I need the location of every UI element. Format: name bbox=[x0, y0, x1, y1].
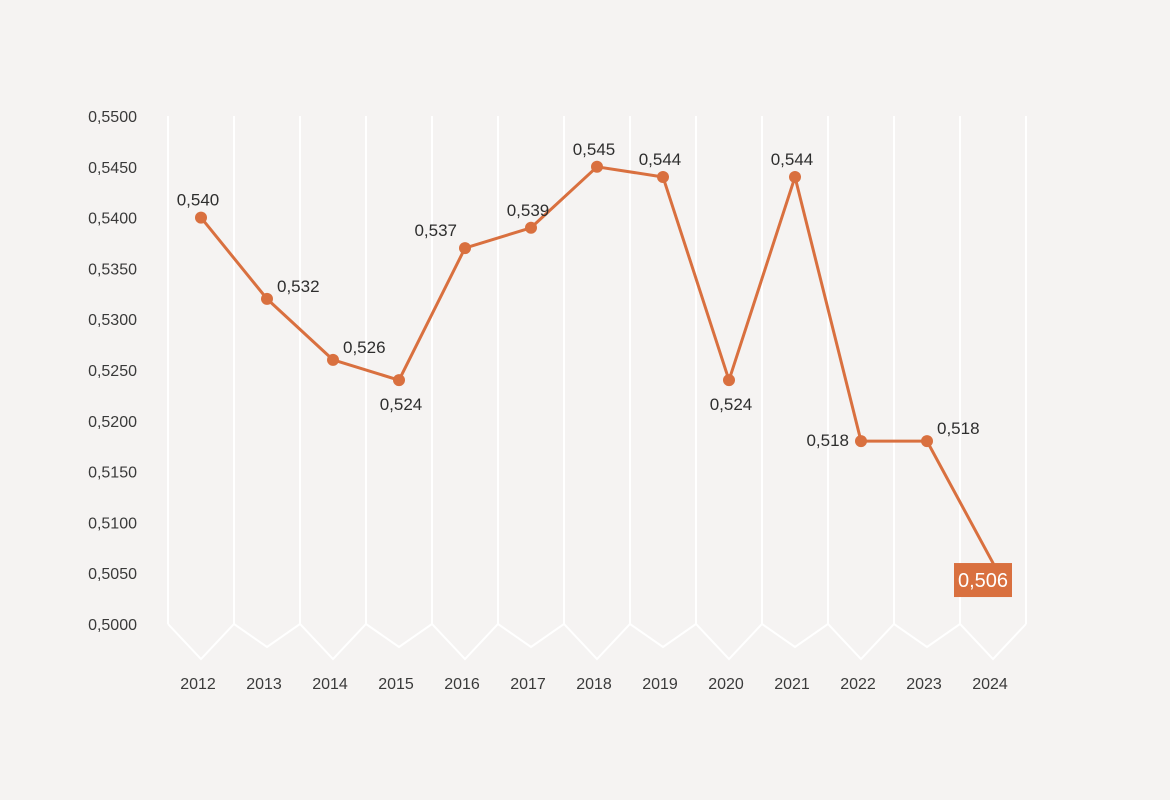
y-tick-label: 0,5500 bbox=[88, 109, 137, 126]
data-label: 0,524 bbox=[380, 395, 423, 414]
highlight-label-box bbox=[954, 563, 1012, 598]
highlight-data-label: 0,506 bbox=[958, 570, 1008, 592]
data-label: 0,539 bbox=[507, 201, 550, 220]
x-tick-label: 2016 bbox=[444, 676, 480, 693]
x-tick-label: 2021 bbox=[774, 676, 810, 693]
x-tick-label: 2013 bbox=[246, 676, 282, 693]
data-label: 0,537 bbox=[414, 221, 457, 240]
data-label: 0,544 bbox=[639, 150, 682, 169]
x-tick-label: 2022 bbox=[840, 676, 876, 693]
series-line bbox=[199, 165, 995, 565]
grid-layer bbox=[167, 116, 1027, 661]
x-tick-label: 2024 bbox=[972, 676, 1008, 693]
data-point bbox=[657, 170, 669, 183]
data-label: 0,518 bbox=[937, 419, 980, 438]
data-point bbox=[195, 211, 207, 224]
x-tick-label: 2020 bbox=[708, 676, 744, 693]
data-label: 0,518 bbox=[806, 431, 849, 450]
grid-zigzag bbox=[167, 622, 1027, 661]
y-tick-label: 0,5000 bbox=[88, 617, 137, 634]
data-label: 0,540 bbox=[177, 191, 220, 210]
data-point bbox=[855, 435, 867, 448]
y-tick-label: 0,5350 bbox=[88, 261, 137, 278]
x-axis: 2012 2013 2014 2015 2016 2017 2018 2019 2020 2021… bbox=[180, 676, 1008, 693]
x-tick-label: 2012 bbox=[180, 676, 216, 693]
data-point bbox=[393, 374, 405, 387]
y-tick-label: 0,5100 bbox=[88, 515, 137, 532]
data-labels-layer: 0,540 0,532 0,526 0,524 0,537 0,539 0,545 0,544… bbox=[177, 140, 1012, 598]
x-tick-label: 2018 bbox=[576, 676, 612, 693]
y-tick-label: 0,5300 bbox=[88, 312, 137, 329]
data-label: 0,545 bbox=[573, 140, 616, 159]
data-point bbox=[261, 292, 273, 305]
data-label: 0,526 bbox=[343, 338, 386, 357]
data-point bbox=[327, 353, 339, 366]
x-tick-label: 2019 bbox=[642, 676, 678, 693]
y-tick-label: 0,5200 bbox=[88, 414, 137, 431]
y-axis: 0,5000 0,5050 0,5100 0,5150 0,5200 0,5250 0,53… bbox=[88, 109, 137, 634]
data-point bbox=[921, 435, 933, 448]
data-point bbox=[591, 160, 603, 173]
data-label: 0,544 bbox=[771, 150, 814, 169]
data-point bbox=[459, 242, 471, 255]
data-point bbox=[525, 221, 537, 234]
y-tick-label: 0,5050 bbox=[88, 566, 137, 583]
data-point bbox=[723, 374, 735, 387]
points-layer bbox=[195, 160, 933, 448]
y-tick-label: 0,5450 bbox=[88, 160, 137, 177]
y-tick-label: 0,5400 bbox=[88, 211, 137, 228]
series-layer bbox=[199, 165, 995, 565]
x-tick-label: 2015 bbox=[378, 676, 414, 693]
y-tick-label: 0,5250 bbox=[88, 363, 137, 380]
x-tick-label: 2023 bbox=[906, 676, 942, 693]
data-label: 0,524 bbox=[710, 395, 753, 414]
x-tick-label: 2017 bbox=[510, 676, 546, 693]
data-point bbox=[789, 170, 801, 183]
x-tick-label: 2014 bbox=[312, 676, 348, 693]
data-label: 0,532 bbox=[277, 277, 320, 296]
y-tick-label: 0,5150 bbox=[88, 465, 137, 482]
